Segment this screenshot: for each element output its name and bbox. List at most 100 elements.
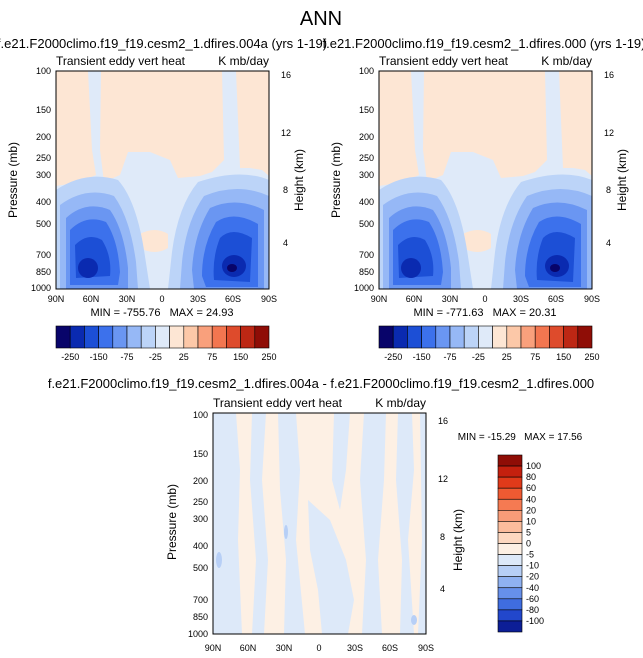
- panel-2-frame: [378, 70, 593, 290]
- panel-3-negative-band: [308, 500, 354, 634]
- colorbar-swatch: [211, 325, 227, 349]
- panel-1-xtick-label: 60S: [225, 294, 241, 304]
- panel-1-colorbar: -250 -150 -75 -25 25 75 150 250: [55, 325, 277, 362]
- colorbar-swatch: [126, 325, 142, 349]
- panel-2-height-tick-label: 8: [606, 185, 611, 195]
- panel-1-height-tick-label: 8: [283, 185, 288, 195]
- panel-1-height-tick-label: 12: [281, 128, 291, 138]
- colorbar-swatch: [112, 325, 128, 349]
- panel-3-negative-band: [213, 413, 242, 634]
- colorbar-tick-label: 150: [233, 352, 248, 362]
- panel-2-ytick-label: 1000: [354, 283, 374, 293]
- colorbar-tick-label: 0: [526, 539, 531, 549]
- colorbar-swatch: [549, 325, 564, 349]
- colorbar-swatch: [534, 325, 550, 349]
- panel-3-height-tick-label: 12: [438, 474, 448, 484]
- panel-2-xtick-label: 30S: [513, 294, 529, 304]
- colorbar-tick-label: -5: [526, 550, 534, 560]
- colorbar-swatch: [183, 325, 199, 349]
- panel-3-subtitle-right: K mb/day: [375, 396, 426, 410]
- panel-2-subtitle-right: K mb/day: [541, 54, 592, 68]
- panel-2-positive-region-sh: [559, 71, 592, 176]
- panel-3-xtick-label: 60N: [240, 643, 257, 653]
- panel-1-x-ticks: 90N 60N 30N 0 30S 60S 90S: [48, 294, 277, 304]
- panel-3-title: f.e21.F2000climo.f19_f19.cesm2_1.dfires.…: [48, 376, 594, 391]
- colorbar-swatch: [497, 598, 523, 611]
- colorbar-swatch: [497, 609, 523, 622]
- panel-3: f.e21.F2000climo.f19_f19.cesm2_1.dfires.…: [48, 376, 594, 653]
- panel-2-subtitle-left: Transient eddy vert heat: [379, 54, 509, 68]
- colorbar-tick-label: -80: [526, 605, 539, 615]
- panel-3-xtick-label: 90S: [418, 643, 434, 653]
- colorbar-swatch: [155, 325, 170, 349]
- panel-3-frame: [212, 412, 427, 635]
- panel-1-title: f.e21.F2000climo.f19_f19.cesm2_1.dfires.…: [0, 36, 327, 51]
- panel-2-positive-region-low: [463, 230, 491, 252]
- colorbar-swatch: [463, 325, 479, 349]
- colorbar-swatch: [497, 521, 523, 533]
- panel-3-negative-band: [250, 413, 268, 634]
- panel-3-negative-band: [360, 413, 386, 634]
- colorbar-swatch: [392, 325, 408, 349]
- colorbar-tick-label: -150: [413, 352, 431, 362]
- panel-2-positive-region-tropics: [423, 71, 547, 182]
- panel-1: f.e21.F2000climo.f19_f19.cesm2_1.dfires.…: [0, 36, 327, 362]
- panel-1-ytick-label: 700: [36, 250, 51, 260]
- panel-3-negative-band: [278, 413, 305, 634]
- colorbar-tick-label: -75: [120, 352, 133, 362]
- panel-1-y-right-axis-label: Height (km): [292, 149, 306, 211]
- colorbar-swatch: [197, 325, 213, 349]
- panel-3-negative-spot: [284, 525, 288, 539]
- colorbar-tick-label: -10: [526, 561, 539, 571]
- panel-2-ytick-label: 100: [359, 66, 374, 76]
- panel-1-xtick-label: 30N: [119, 294, 136, 304]
- colorbar-swatch: [449, 325, 465, 349]
- panel-1-field: [56, 71, 269, 289]
- colorbar-tick-label: 100: [526, 461, 541, 471]
- panel-1-subtitle-left: Transient eddy vert heat: [56, 54, 186, 68]
- panel-2-xtick-label: 60N: [406, 294, 423, 304]
- panel-3-ytick-label: 150: [193, 449, 208, 459]
- panel-1-ytick-label: 400: [36, 197, 51, 207]
- colorbar-tick-label: 75: [207, 352, 217, 362]
- panel-1-y-axis-label: Pressure (mb): [6, 142, 20, 218]
- colorbar-swatch: [435, 325, 451, 349]
- colorbar-swatch: [497, 565, 523, 577]
- colorbar-swatch: [563, 325, 579, 349]
- panel-1-positive-region-sh: [236, 71, 269, 176]
- panel-2-field: [379, 71, 592, 289]
- colorbar-swatch: [478, 325, 493, 349]
- colorbar-tick-label: -100: [526, 616, 544, 626]
- colorbar-tick-label: 150: [556, 352, 571, 362]
- panel-3-xtick-label: 60S: [382, 643, 398, 653]
- colorbar-swatch: [497, 465, 523, 478]
- panel-2: f.e21.F2000climo.f19_f19.cesm2_1.dfires.…: [322, 36, 643, 362]
- panel-1-subtitle-right: K mb/day: [218, 54, 269, 68]
- panel-2-ytick-label: 850: [359, 267, 374, 277]
- panel-2-ytick-label: 200: [359, 132, 374, 142]
- colorbar-tick-label: -250: [384, 352, 402, 362]
- colorbar-tick-label: 80: [526, 472, 536, 482]
- panel-2-ytick-label: 300: [359, 170, 374, 180]
- panel-1-contour-nh-core: [78, 258, 98, 278]
- colorbar-swatch: [497, 454, 523, 467]
- colorbar-swatch: [497, 498, 523, 511]
- colorbar-tick-label: 20: [526, 505, 536, 515]
- panel-2-y-right-ticks: 16 12 8 4: [604, 70, 614, 248]
- panel-1-frame: [55, 70, 270, 290]
- panel-2-xtick-label: 0: [482, 294, 487, 304]
- colorbar-swatch: [492, 325, 508, 349]
- colorbar-tick-label: -75: [443, 352, 456, 362]
- colorbar-tick-label: 5: [526, 527, 531, 537]
- panel-3-xtick-label: 30N: [276, 643, 293, 653]
- panel-3-negative-spot: [411, 615, 417, 625]
- panel-3-y-right-axis-label: Height (km): [451, 509, 465, 571]
- panel-3-y-axis-label: Pressure (mb): [165, 484, 179, 560]
- colorbar-tick-label: -20: [526, 572, 539, 582]
- panel-1-xtick-label: 90N: [48, 294, 65, 304]
- panel-1-y-ticks: 100 150 200 250 300 400 500 700 850 1000: [31, 66, 51, 293]
- colorbar-tick-label: 10: [526, 516, 536, 526]
- colorbar-swatch: [226, 325, 241, 349]
- colorbar-swatch: [84, 325, 99, 349]
